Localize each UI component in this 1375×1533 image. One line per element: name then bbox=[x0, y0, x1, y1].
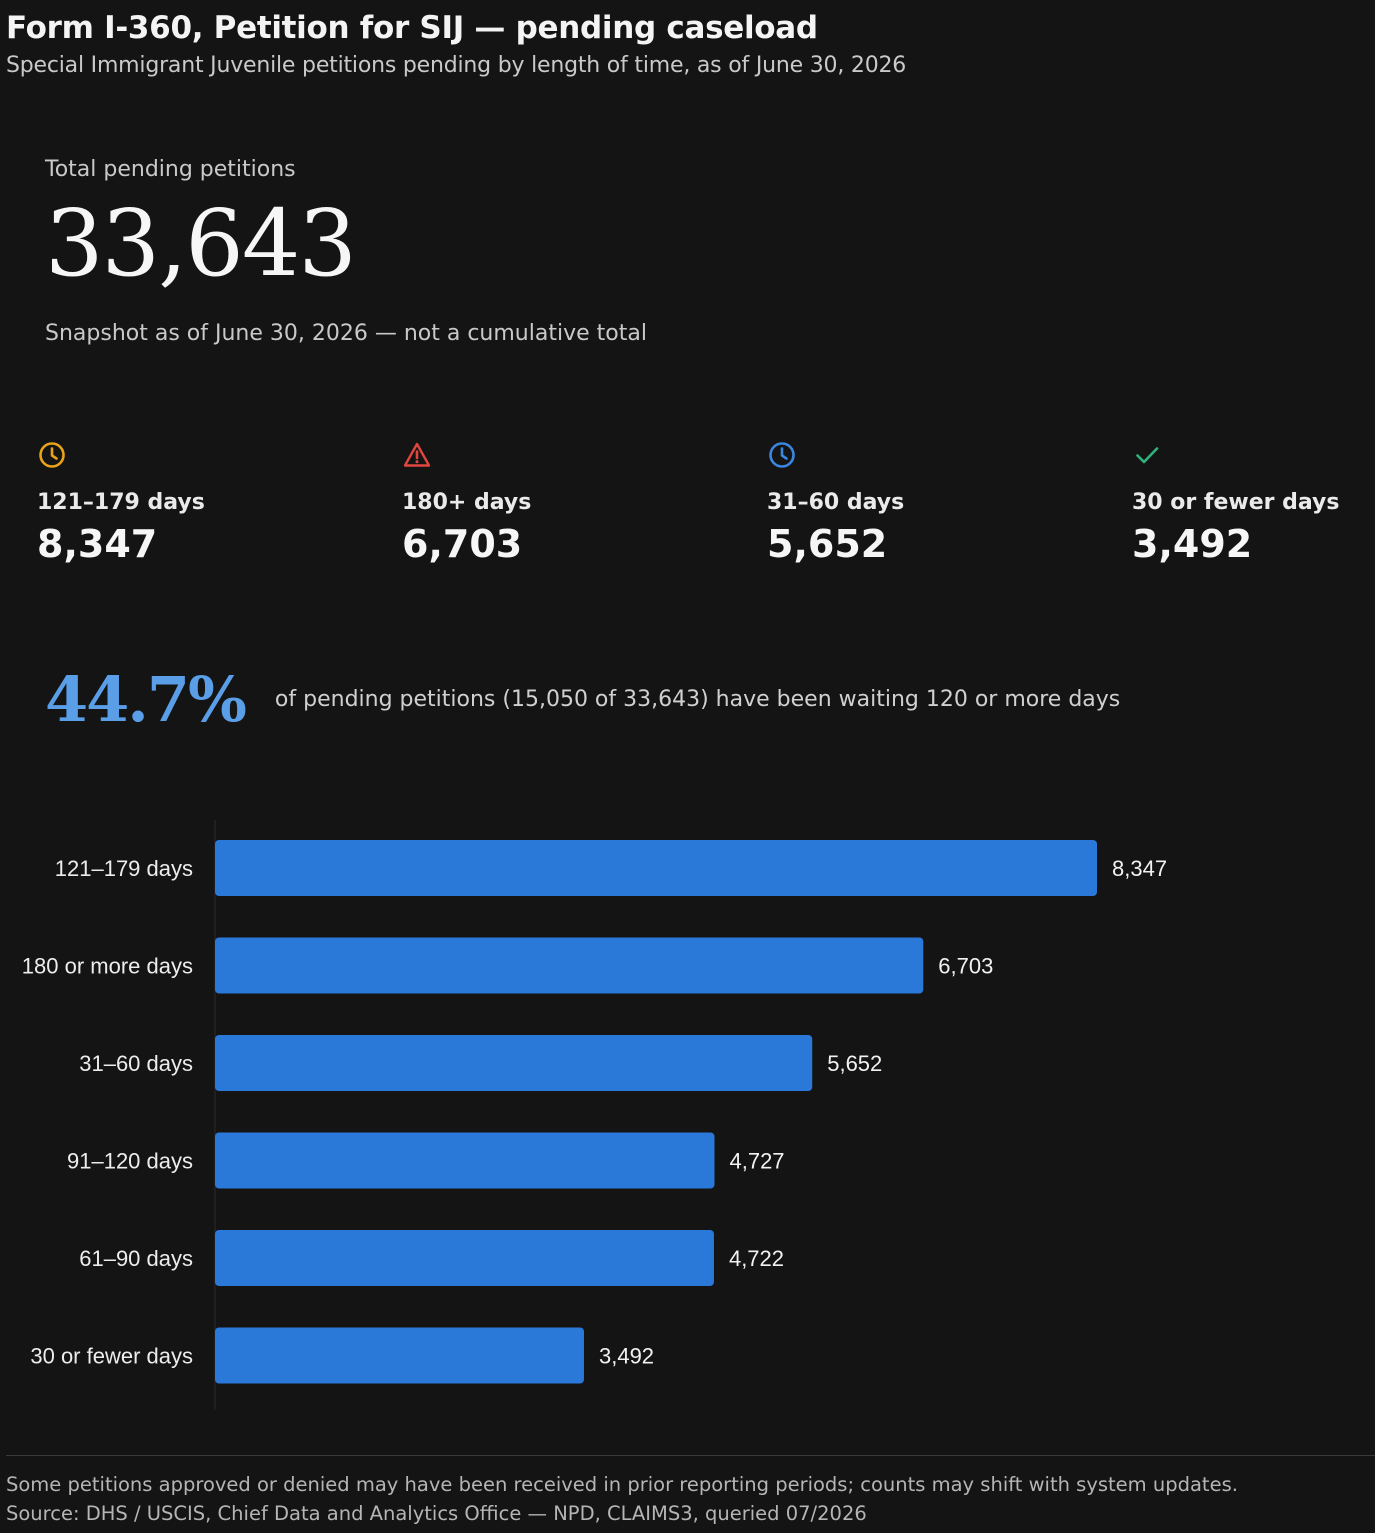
bar bbox=[215, 1132, 715, 1189]
kpi-card-121-179: 121–179 days 8,347 bbox=[37, 440, 367, 568]
clock-icon bbox=[769, 442, 795, 468]
kpi-label: 30 or fewer days bbox=[1132, 490, 1340, 515]
category-label: 180 or more days bbox=[22, 954, 193, 979]
page-title: Form I-360, Petition for SIJ — pending c… bbox=[6, 10, 818, 46]
kpi-label: 31–60 days bbox=[767, 490, 905, 515]
bar-value-label: 3,492 bbox=[599, 1344, 654, 1369]
pending-by-duration-bar-chart: 121–179 days 8,347 180 or more days 6,703 31… bbox=[22, 820, 1167, 1410]
category-label: 31–60 days bbox=[79, 1051, 193, 1076]
category-label: 61–90 days bbox=[79, 1246, 193, 1271]
total-value: 33,643 bbox=[45, 190, 357, 297]
kpi-value: 3,492 bbox=[1132, 522, 1253, 566]
total-note: Snapshot as of June 30, 2026 — not a cum… bbox=[45, 321, 647, 346]
bar-value-label: 6,703 bbox=[938, 954, 993, 979]
kpi-value: 5,652 bbox=[767, 522, 888, 566]
bar bbox=[215, 840, 1097, 896]
total-block: Total pending petitions 33,643 Snapshot … bbox=[45, 152, 647, 352]
footer-note: Some petitions approved or denied may ha… bbox=[6, 1473, 1238, 1496]
footer-source: Source: DHS / USCIS, Chief Data and Anal… bbox=[6, 1502, 867, 1525]
bar-value-label: 5,652 bbox=[827, 1051, 882, 1076]
clock-icon bbox=[39, 442, 65, 468]
total-label: Total pending petitions bbox=[45, 157, 296, 182]
bar bbox=[215, 1230, 714, 1286]
category-label: 30 or fewer days bbox=[30, 1344, 193, 1369]
bar-value-label: 4,727 bbox=[729, 1149, 784, 1174]
bar bbox=[215, 1035, 813, 1091]
category-label: 121–179 days bbox=[55, 856, 193, 881]
share-callout: 44.7% of pending petitions (15,050 of 33… bbox=[45, 660, 1120, 740]
kpi-value: 6,703 bbox=[402, 522, 523, 566]
bar bbox=[215, 1327, 584, 1384]
kpi-card-180-plus: 180+ days 6,703 bbox=[402, 440, 732, 568]
kpi-label: 180+ days bbox=[402, 490, 532, 515]
kpi-card-30-or-fewer: 30 or fewer days 3,492 bbox=[1132, 440, 1375, 568]
bar bbox=[215, 937, 924, 994]
category-label: 91–120 days bbox=[67, 1149, 193, 1174]
share-text: of pending petitions (15,050 of 33,643) … bbox=[274, 687, 1121, 712]
kpi-card-31-60: 31–60 days 5,652 bbox=[767, 440, 1097, 568]
header: Form I-360, Petition for SIJ — pending c… bbox=[6, 8, 1366, 84]
bar-value-label: 4,722 bbox=[729, 1246, 784, 1271]
footer: Some petitions approved or denied may ha… bbox=[6, 1455, 1375, 1528]
bar-value-label: 8,347 bbox=[1112, 856, 1167, 881]
share-percent: 44.7% bbox=[45, 663, 247, 736]
kpi-value: 8,347 bbox=[37, 522, 158, 566]
page-subtitle: Special Immigrant Juvenile petitions pen… bbox=[6, 53, 907, 78]
kpi-label: 121–179 days bbox=[37, 490, 205, 515]
check-icon bbox=[1136, 447, 1159, 464]
warning-icon bbox=[403, 442, 431, 467]
